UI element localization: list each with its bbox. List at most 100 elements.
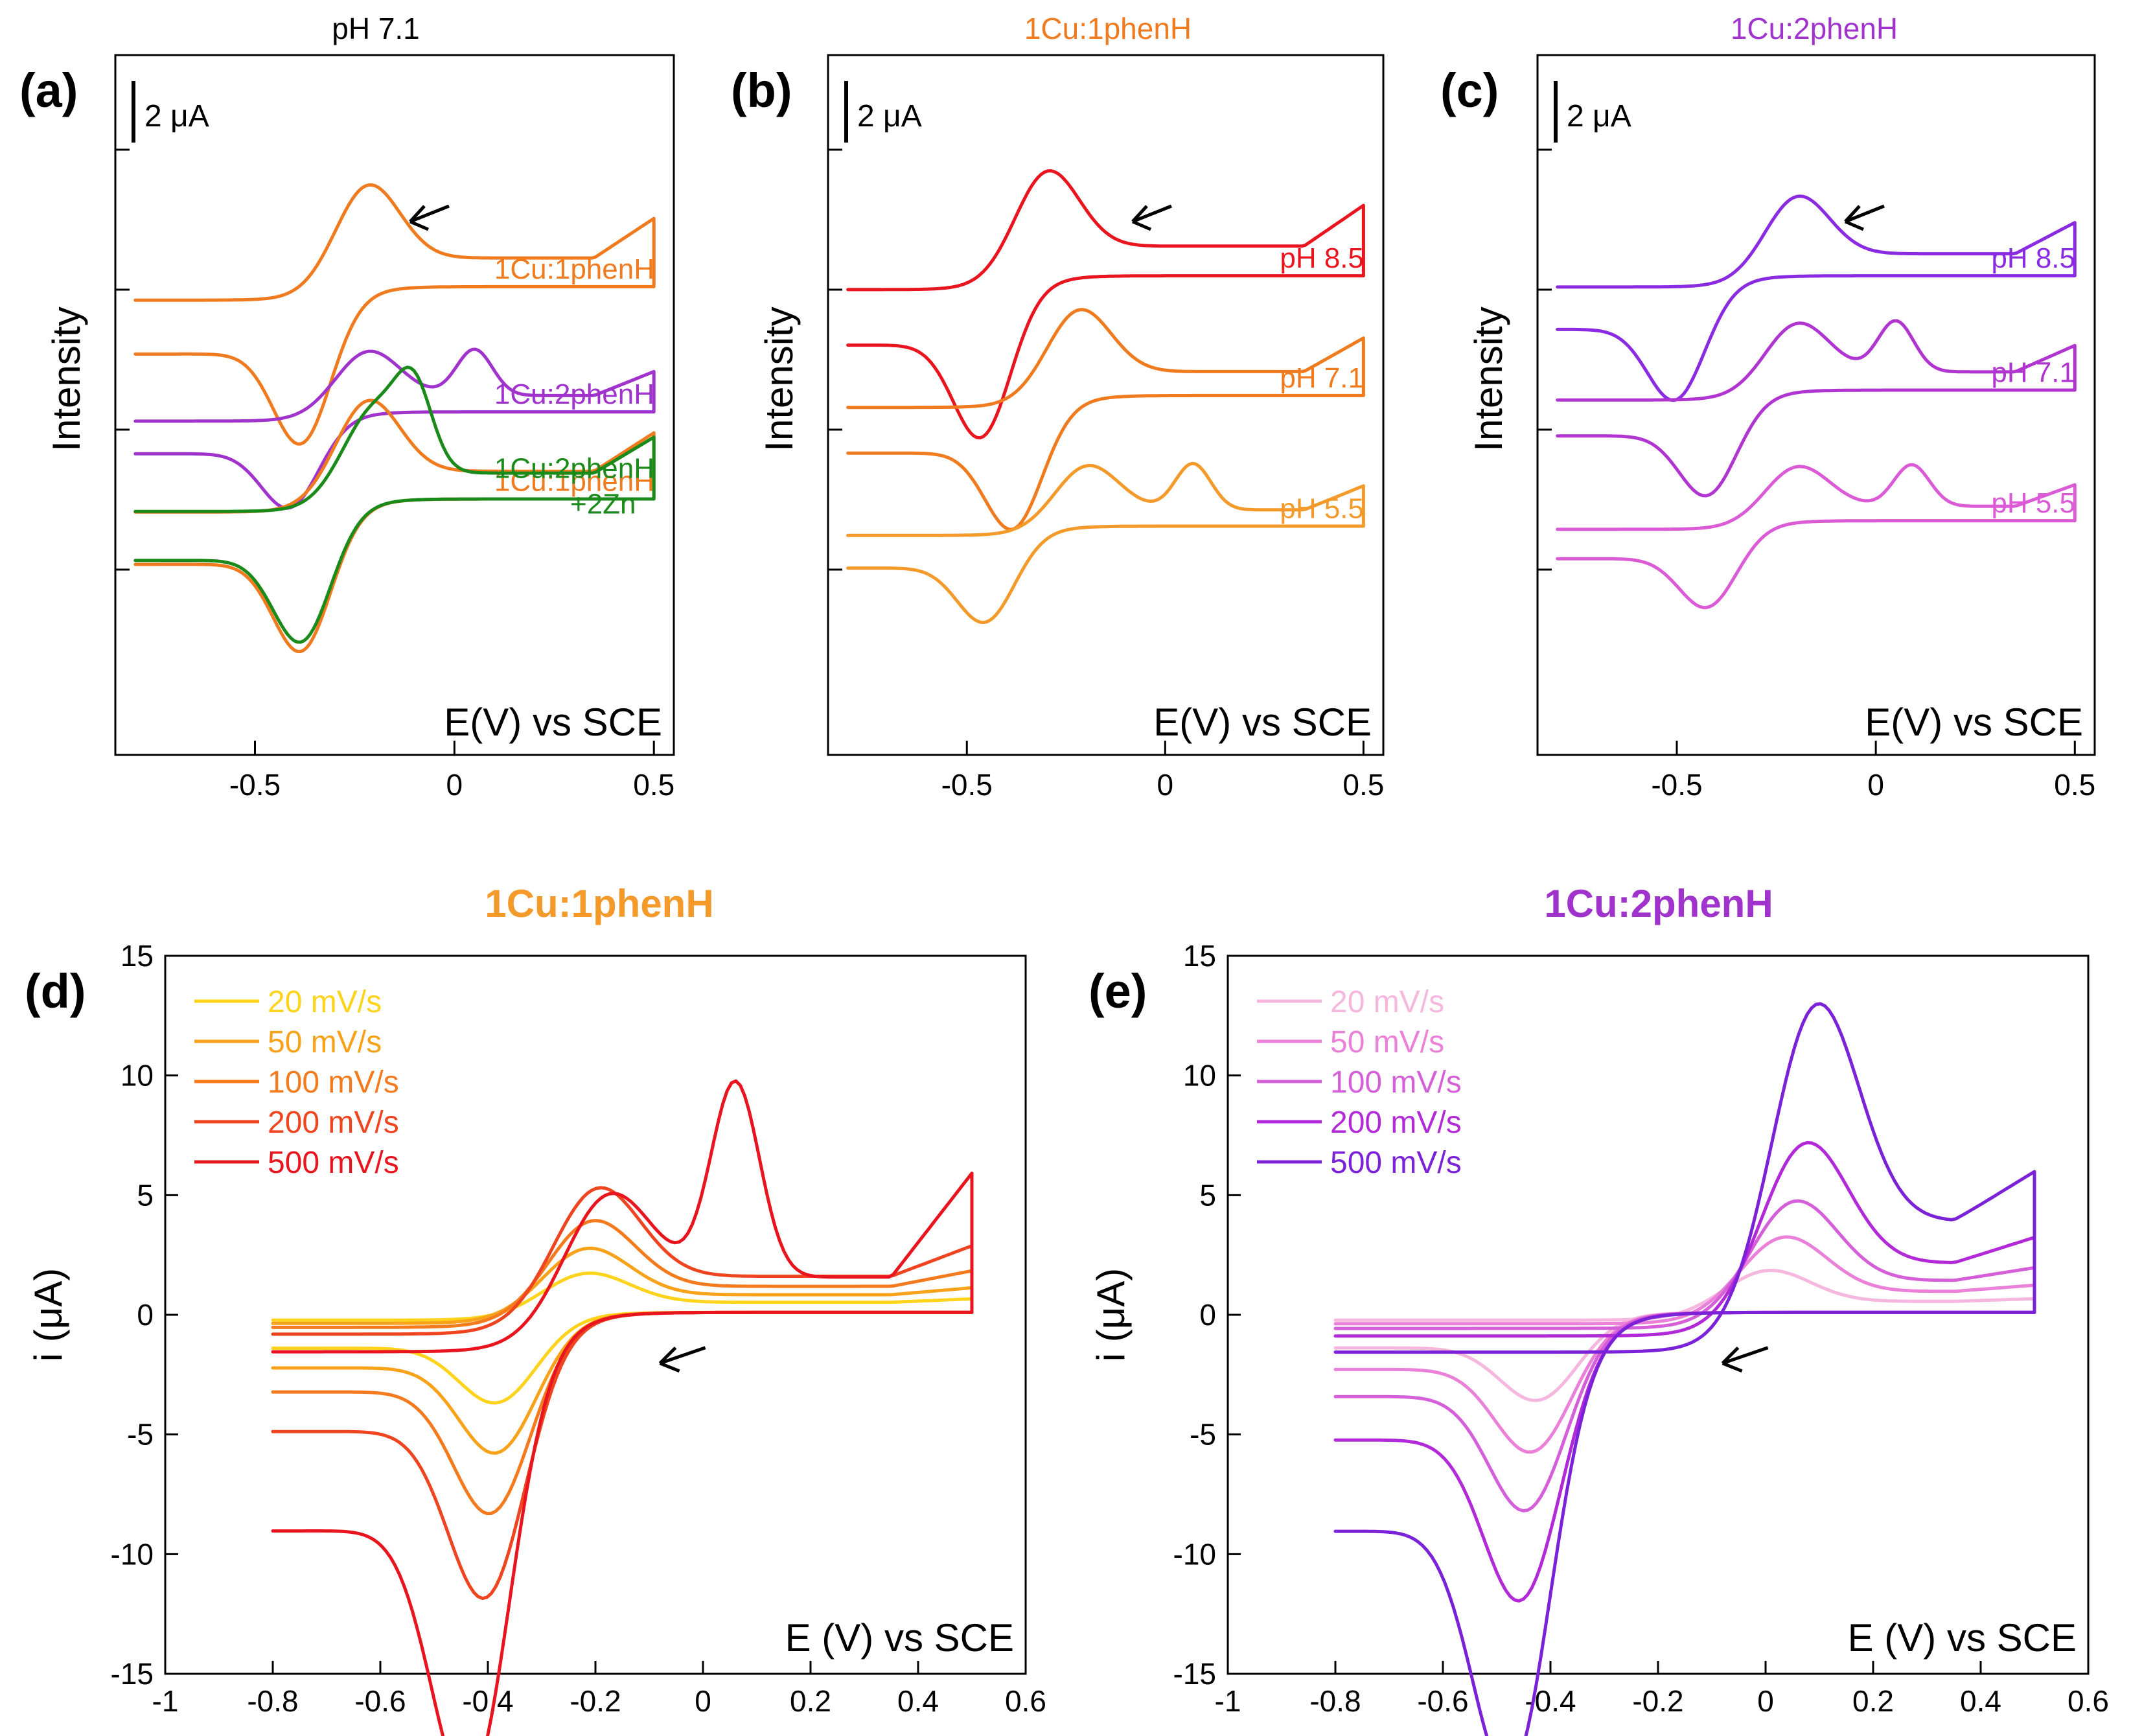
x-tick-label: -0.8 xyxy=(247,1684,298,1718)
panel-letter: (b) xyxy=(731,64,792,117)
panel-c: -0.5 0 0.5 (c) 1Cu:2phenH Intensity E(V) vs SC… xyxy=(1440,12,2096,802)
x-tick-label: -0.5 xyxy=(1651,768,1702,802)
x-tick-label: 0 xyxy=(695,1684,711,1718)
cv-curve xyxy=(846,169,1365,440)
panel-title: 1Cu:2phenH xyxy=(1544,882,1773,925)
x-tick-label: -0.5 xyxy=(229,768,281,802)
panel-title: 1Cu:2phenH xyxy=(1731,12,1898,45)
x-axis-label: E(V) vs SCE xyxy=(1153,700,1372,744)
cv-curve xyxy=(1556,319,2077,498)
x-tick-label: 0 xyxy=(446,768,463,802)
legend-label: 20 mV/s xyxy=(1330,985,1444,1019)
curve-label: pH 8.5 xyxy=(1991,242,2075,274)
cv-curve xyxy=(133,183,656,446)
cv-curve xyxy=(846,308,1365,531)
x-tick-label: -0.2 xyxy=(570,1684,621,1718)
cv-curve xyxy=(846,461,1365,625)
cv-curve xyxy=(271,1079,974,1736)
x-tick-label: -0.2 xyxy=(1632,1684,1683,1718)
x-axis-label: E(V) vs SCE xyxy=(444,700,662,744)
x-tick-label: 0 xyxy=(1867,768,1884,802)
panel-title: 1Cu:1phenH xyxy=(485,882,713,925)
cv-curve xyxy=(133,399,656,653)
cv-curve xyxy=(271,1271,974,1405)
legend-label: 50 mV/s xyxy=(1330,1025,1444,1059)
x-tick-label: 0.2 xyxy=(1852,1684,1894,1718)
y-tick-label: 15 xyxy=(1183,939,1216,973)
x-tick-label: 0.6 xyxy=(2068,1684,2109,1718)
cv-curve xyxy=(1333,1199,2036,1512)
y-tick-label: 0 xyxy=(1199,1298,1216,1332)
curve-label: 1Cu:2phenH xyxy=(494,452,654,484)
x-axis-label: E (V) vs SCE xyxy=(785,1616,1014,1660)
cv-curve xyxy=(1333,1002,2036,1736)
x-tick-label: 0 xyxy=(1157,768,1174,802)
sweep-arrow xyxy=(1721,1346,1769,1373)
sweep-arrow xyxy=(658,1346,706,1373)
scale-bar-label: 2 μA xyxy=(857,99,922,133)
y-tick-label: -5 xyxy=(1190,1418,1216,1452)
sweep-arrow xyxy=(1131,204,1172,231)
panel-a: -0.5 0 0.5 (a) pH 7.1 Intensity E(V) vs SCE 2 μ… xyxy=(19,12,675,802)
legend-label: 50 mV/s xyxy=(268,1025,382,1059)
sweep-arrow xyxy=(409,204,450,231)
legend-label: 100 mV/s xyxy=(268,1065,399,1100)
plot-frame xyxy=(1536,54,2096,756)
x-tick-label: 0.4 xyxy=(897,1684,939,1718)
panel-title: pH 7.1 xyxy=(332,12,420,45)
panel-title: 1Cu:1phenH xyxy=(1024,12,1192,45)
curve-label: pH 8.5 xyxy=(1280,242,1364,274)
panel-e: -1 -0.8 -0.6 -0.4 -0.2 0 0.2 0.4 0.6-15-10-50510… xyxy=(1089,882,2109,1736)
x-tick-label: 0.6 xyxy=(1005,1684,1046,1718)
y-tick-label: -15 xyxy=(1173,1657,1216,1691)
x-axis-label: E (V) vs SCE xyxy=(1848,1616,2077,1660)
curve-label: pH 5.5 xyxy=(1280,492,1364,524)
y-tick-label: -15 xyxy=(111,1657,154,1691)
x-tick-label: -0.6 xyxy=(354,1684,406,1718)
curve-label: pH 5.5 xyxy=(1991,487,2075,519)
plot-frame xyxy=(827,54,1385,756)
panel-d: -1 -0.8 -0.6 -0.4 -0.2 0 0.2 0.4 0.6 -15 -10 -5 0 5 10… xyxy=(25,882,1046,1736)
y-axis-label: Intensity xyxy=(757,307,801,451)
x-tick-label: 0.4 xyxy=(1960,1684,2001,1718)
panel-letter: (a) xyxy=(19,64,78,117)
y-tick-label: 5 xyxy=(1199,1178,1216,1212)
panel-letter: (e) xyxy=(1089,964,1147,1018)
x-tick-label: -0.4 xyxy=(462,1684,513,1718)
y-axis-label: Intensity xyxy=(1467,307,1510,451)
y-tick-label: -5 xyxy=(127,1418,154,1452)
y-tick-label: -10 xyxy=(1173,1537,1216,1571)
cv-curve xyxy=(1556,463,2077,610)
curve-label: 1Cu:1phenH xyxy=(494,253,654,285)
x-tick-label: -1 xyxy=(152,1684,179,1718)
plot-frame xyxy=(164,955,1027,1675)
curve-label: pH 7.1 xyxy=(1991,356,2075,388)
y-axis-label: i (μA) xyxy=(1089,1268,1133,1362)
plot-frame xyxy=(114,54,675,756)
y-axis-label: Intensity xyxy=(45,307,88,451)
y-axis-label: i (μA) xyxy=(27,1268,70,1362)
panel-b: -0.5 0 0.5 (b) 1Cu:1phenH Intensity E(V) vs SC… xyxy=(731,12,1385,802)
scale-bar-label: 2 μA xyxy=(1567,99,1631,133)
sweep-arrow xyxy=(1844,204,1885,231)
legend-label: 200 mV/s xyxy=(1330,1105,1462,1140)
y-tick-label: 15 xyxy=(121,939,154,973)
legend-label: 20 mV/s xyxy=(268,985,382,1019)
curve-label: pH 7.1 xyxy=(1280,362,1364,394)
legend-label: 100 mV/s xyxy=(1330,1065,1462,1100)
scale-bar-label: 2 μA xyxy=(144,99,209,133)
x-tick-label: -1 xyxy=(1215,1684,1241,1718)
x-tick-label: 0.2 xyxy=(790,1684,831,1718)
x-tick-label: 0.5 xyxy=(2054,768,2095,802)
y-tick-label: 10 xyxy=(1183,1059,1216,1093)
y-tick-label: 10 xyxy=(121,1059,154,1093)
y-tick-label: 5 xyxy=(137,1178,154,1212)
x-axis-label: E(V) vs SCE xyxy=(1865,700,2083,744)
x-tick-label: -0.6 xyxy=(1417,1684,1468,1718)
x-tick-label: 0.5 xyxy=(633,768,674,802)
cv-curve xyxy=(1556,194,2077,402)
legend-label: 500 mV/s xyxy=(268,1146,399,1180)
legend-label: 200 mV/s xyxy=(268,1105,399,1140)
cv-curve xyxy=(133,365,656,644)
